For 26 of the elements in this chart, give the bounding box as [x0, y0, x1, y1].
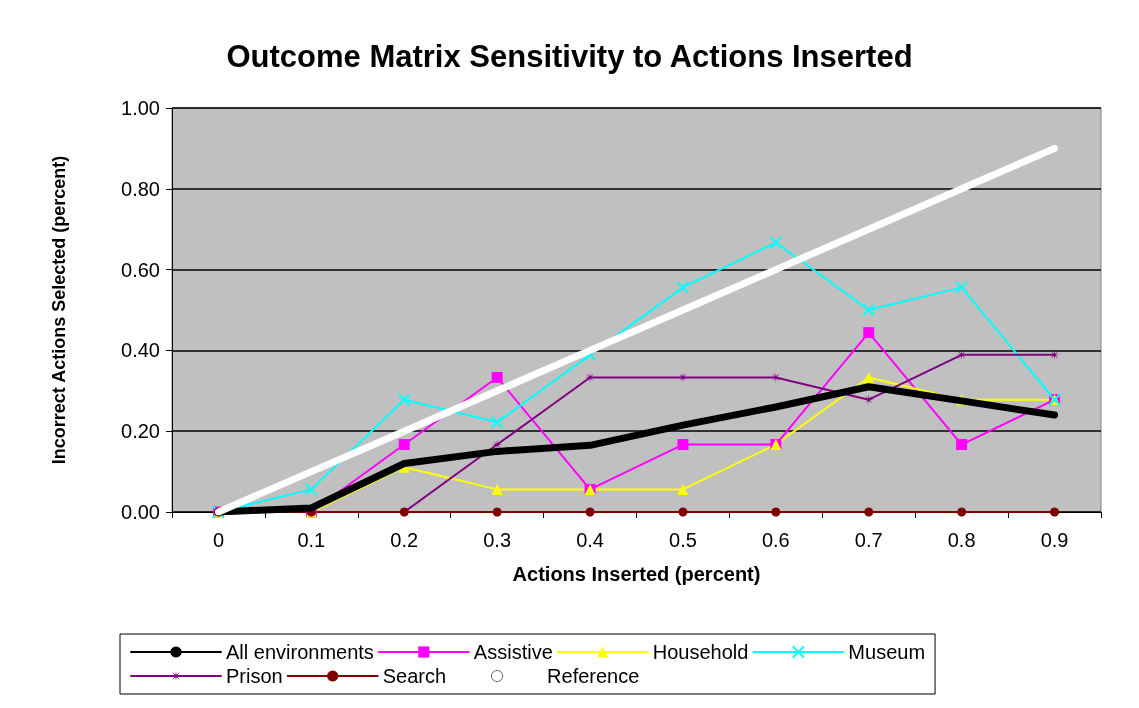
y-tick-label: 1.00 [121, 97, 160, 119]
x-tick-label: 0.7 [854, 529, 883, 551]
y-tick-label: 0.20 [121, 420, 160, 443]
legend-label: All environments [226, 641, 374, 663]
legend-label: Prison [226, 665, 283, 687]
legend-label: Household [652, 641, 749, 663]
legend-label: Museum [848, 641, 926, 663]
x-tick-label: 0.5 [669, 529, 697, 551]
x-axis-title: Actions Inserted (percent) [512, 563, 761, 585]
x-tick-label: 0.6 [761, 529, 790, 551]
x-tick-label: 0.8 [947, 529, 976, 551]
y-tick-label: 0.60 [121, 258, 160, 281]
x-tick-label: 0.9 [1040, 529, 1069, 551]
legend-label: Reference [547, 665, 640, 687]
legend-label: Search [382, 665, 447, 687]
x-tick-label: 0 [212, 529, 225, 551]
chart-title: Outcome Matrix Sensitivity to Actions Inserted [226, 39, 913, 74]
x-tick-label: 0.3 [483, 529, 512, 551]
y-tick-label: 0.80 [121, 177, 160, 200]
x-tick-label: 0.2 [390, 529, 419, 551]
legend-label: Assistive [473, 641, 553, 663]
y-axis-title: Incorrect Actions Selected (percent) [49, 155, 69, 465]
y-tick-label: 0.40 [121, 339, 160, 362]
y-tick-label: 0.00 [121, 501, 160, 523]
x-tick-label: 0.1 [297, 529, 326, 551]
x-tick-label: 0.4 [576, 529, 604, 551]
